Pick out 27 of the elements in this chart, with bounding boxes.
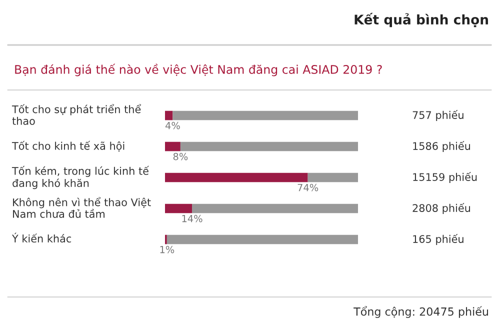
text: 15159 phiếu: [413, 172, 477, 183]
y-tick-label: Tốt cho kinh tế xã hội: [12, 140, 124, 152]
bar: [172, 110, 358, 120]
text: Kết quả bình chọn: [354, 12, 488, 28]
data-label: 14%: [182, 214, 202, 222]
y-tick-label: Tốt cho sự phát triển thể thao: [12, 104, 142, 125]
bar: [192, 204, 358, 214]
data-label: 1%: [160, 246, 174, 254]
y-tick-label: Không nên vì thể thao Việt Nam chưa đủ tầm: [13, 197, 151, 218]
bar: [165, 172, 308, 182]
text: 2808 phiếu: [412, 203, 470, 214]
chart-subtitle: Bạn đánh giá thế nào về việc Việt Nam đăng cai ASIAD 2019 ?: [15, 64, 382, 76]
bar: [308, 172, 358, 182]
y-tick-label: Tốn kém, trong lúc kinh tế đang khó khăn: [12, 166, 149, 190]
bar: [165, 204, 192, 214]
data-label: 8%: [173, 152, 188, 160]
data-label: 4%: [165, 122, 180, 130]
y-tick-label: Ý kiến khác: [12, 232, 72, 243]
text: Tổng cộng: 20475 phiếu: [354, 306, 488, 318]
bar: [165, 142, 180, 152]
text: 165 phiếu: [413, 234, 464, 245]
bar: [165, 110, 173, 120]
bar: [166, 234, 358, 244]
text: 1586 phiếu: [413, 141, 470, 152]
data-label: 74%: [298, 184, 318, 192]
bar: [180, 142, 358, 152]
text: 757 phiếu: [412, 110, 464, 121]
